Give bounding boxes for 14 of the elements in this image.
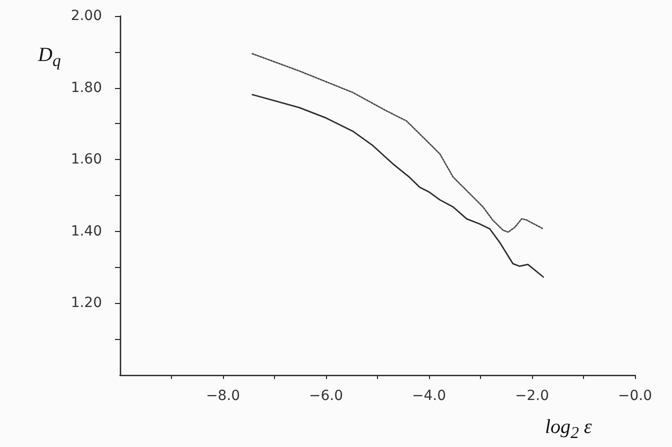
x-tick-label: −4.0 (412, 388, 446, 404)
y-tick-label: 1.60 (70, 152, 102, 168)
x-tick-label: −2.0 (515, 388, 549, 404)
y-axis-title: D$_{q}$ (38, 44, 61, 72)
line-series (252, 94, 544, 278)
y-tick-label: 1.20 (70, 295, 102, 312)
y-tick-label: 1.80 (70, 80, 102, 96)
x-tick-label: −6.0 (309, 388, 343, 404)
x-tick-label: −0.0 (618, 388, 652, 404)
y-tick-label: 2.00 (70, 8, 102, 24)
x-axis-title: log$_{2}$ ε (545, 416, 592, 444)
x-tick-label: −8.0 (206, 388, 240, 404)
line-series (252, 52, 544, 233)
y-tick-label: 1.40 (70, 223, 102, 240)
